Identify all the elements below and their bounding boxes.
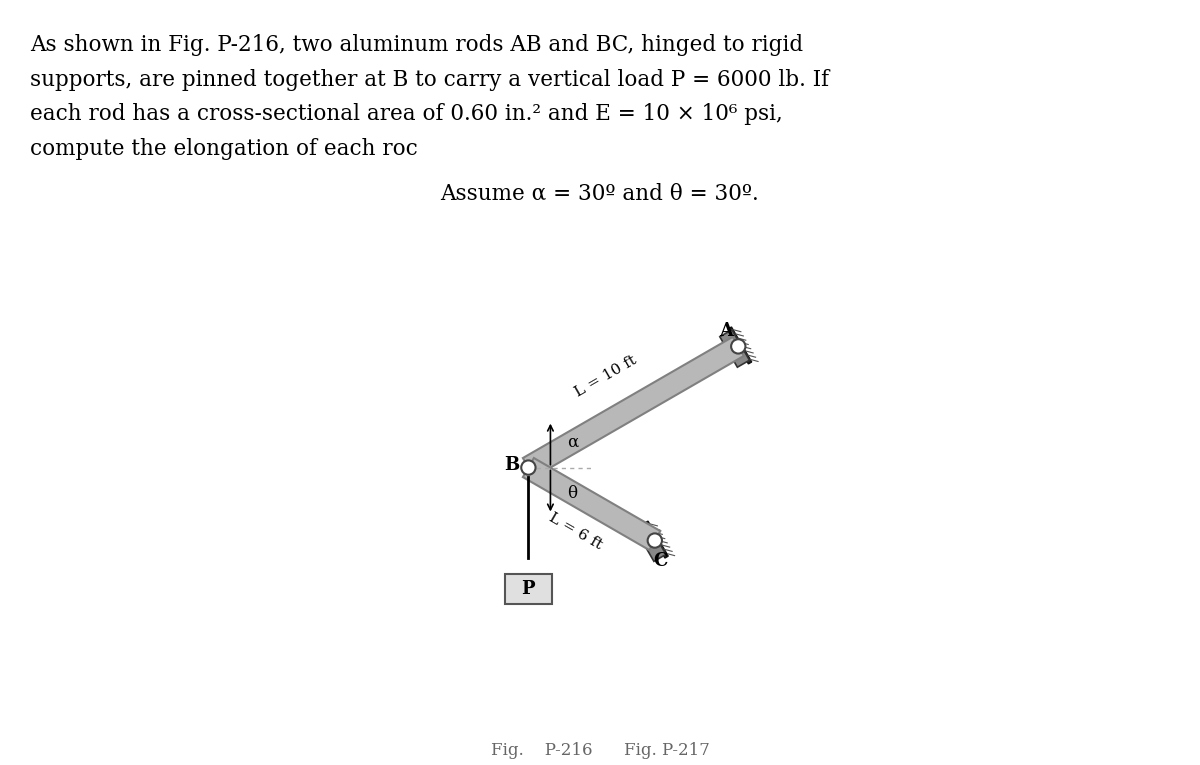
Text: α: α — [566, 433, 578, 451]
Polygon shape — [523, 337, 744, 477]
Text: P: P — [522, 580, 535, 597]
Polygon shape — [523, 458, 660, 550]
Text: L = 6 ft: L = 6 ft — [546, 511, 604, 552]
Text: Assume α = 30º and θ = 30º.: Assume α = 30º and θ = 30º. — [440, 182, 760, 204]
Text: As shown in Fig. P-216, two aluminum rods AB and BC, hinged to rigid: As shown in Fig. P-216, two aluminum rod… — [30, 34, 803, 57]
Bar — [505, 574, 552, 604]
Text: C: C — [653, 552, 667, 571]
Text: Fig.    P-216      Fig. P-217: Fig. P-216 Fig. P-217 — [491, 742, 709, 759]
Text: compute the elongation of each roc: compute the elongation of each roc — [30, 138, 418, 160]
Polygon shape — [720, 330, 750, 367]
Text: L = 10 ft: L = 10 ft — [572, 353, 640, 399]
Polygon shape — [728, 327, 751, 364]
Circle shape — [648, 533, 662, 548]
Circle shape — [521, 461, 535, 475]
Text: θ: θ — [566, 485, 577, 502]
Text: A: A — [719, 322, 733, 340]
Text: each rod has a cross-sectional area of 0.60 in.² and E = 10 × 10⁶ psi,: each rod has a cross-sectional area of 0… — [30, 103, 782, 125]
Polygon shape — [644, 521, 668, 558]
Text: supports, are pinned together at B to carry a vertical load P = 6000 lb. If: supports, are pinned together at B to ca… — [30, 69, 829, 91]
Circle shape — [731, 339, 745, 353]
Text: B: B — [504, 456, 520, 474]
Polygon shape — [636, 524, 666, 562]
